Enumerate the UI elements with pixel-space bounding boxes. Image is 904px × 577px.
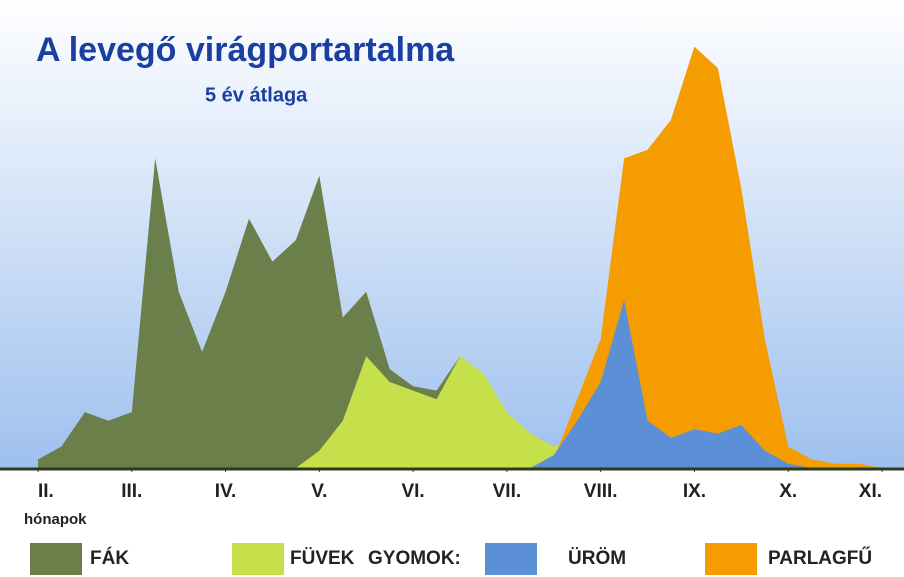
x-tick-label: III. [121, 481, 142, 502]
legend-swatch [485, 543, 537, 575]
x-tick-label: IX. [683, 481, 706, 502]
x-tick-label: X. [779, 481, 797, 502]
legend-group-label: GYOMOK: [368, 548, 461, 569]
x-tick-label: VIII. [584, 481, 618, 502]
x-tick-label: VII. [493, 481, 522, 502]
x-tick-label: II. [38, 481, 54, 502]
area [38, 356, 882, 468]
x-tick-label: VI. [401, 481, 424, 502]
legend-label: PARLAGFŰ [768, 547, 872, 569]
legend-swatch [705, 543, 757, 575]
area [38, 158, 882, 468]
legend-label: FÁK [90, 547, 129, 569]
area [38, 46, 882, 468]
x-axis-label: hónapok [24, 511, 87, 528]
legend-swatch [232, 543, 284, 575]
x-tick-label: XI. [859, 481, 882, 502]
x-tick-label: V. [311, 481, 327, 502]
legend-label: FÜVEK [290, 548, 355, 569]
chart-title: A levegő virágportartalma [36, 31, 455, 69]
legend-label: ÜRÖM [568, 548, 626, 569]
chart-subtitle: 5 év átlaga [205, 84, 308, 106]
legend-swatch [30, 543, 82, 575]
x-tick-label: IV. [215, 481, 237, 502]
